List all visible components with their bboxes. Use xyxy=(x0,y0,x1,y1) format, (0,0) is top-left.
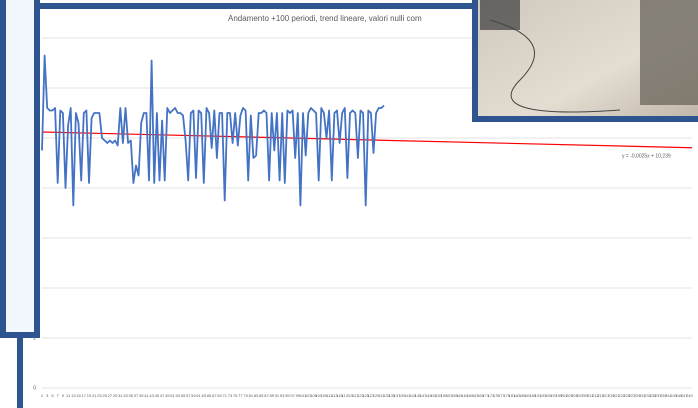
side-panel xyxy=(3,0,37,335)
slide: 0246810121413579111315171921232527293133… xyxy=(0,0,698,408)
page: {"chart_data": {"type": "line", "title":… xyxy=(0,0,698,408)
x-tick-label: 249 xyxy=(686,393,693,398)
photo-object xyxy=(480,0,520,30)
data-line xyxy=(42,56,384,206)
x-tick-label: 7 xyxy=(57,393,60,398)
trend-label: y = -0,0025x + 10,239 xyxy=(622,153,671,159)
x-tick-label: 9 xyxy=(62,393,65,398)
photo-inset xyxy=(475,0,698,119)
chart-title: Andamento +100 periodi, trend lineare, v… xyxy=(228,14,422,23)
photo-object xyxy=(640,0,698,105)
x-tick-label: 5 xyxy=(51,393,54,398)
y-tick-label: 0 xyxy=(33,385,36,391)
x-tick-label: 1 xyxy=(41,393,44,398)
x-tick-label: 3 xyxy=(46,393,49,398)
